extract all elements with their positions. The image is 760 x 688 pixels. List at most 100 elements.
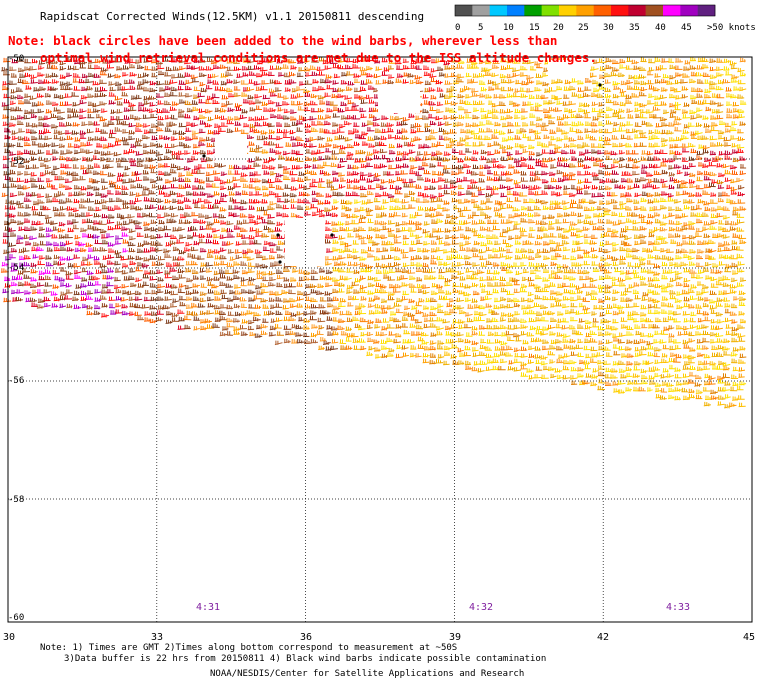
wind-barb bbox=[512, 332, 521, 338]
wind-barb bbox=[93, 220, 101, 225]
data-gaps bbox=[215, 60, 590, 266]
wind-barb bbox=[381, 71, 388, 76]
wind-barb bbox=[611, 192, 618, 197]
wind-barb bbox=[424, 233, 432, 238]
wind-barb bbox=[737, 67, 745, 73]
wind-barb bbox=[534, 130, 542, 135]
wind-barb bbox=[458, 324, 465, 330]
wind-barb bbox=[457, 319, 466, 324]
wind-barb bbox=[472, 107, 480, 112]
wind-barb bbox=[59, 241, 67, 247]
wind-barb bbox=[388, 213, 395, 218]
wind-barb bbox=[288, 79, 297, 84]
wind-barb bbox=[618, 282, 626, 287]
wind-barb bbox=[739, 156, 746, 161]
wind-barb bbox=[689, 183, 697, 189]
wind-barb bbox=[323, 120, 331, 126]
wind-barb bbox=[415, 234, 423, 240]
wind-barb bbox=[732, 233, 740, 238]
map-title: Rapidscat Corrected Winds(12.5KM) v1.1 2… bbox=[40, 10, 424, 23]
wind-barb bbox=[227, 311, 234, 316]
wind-barb bbox=[352, 248, 359, 253]
wind-barb bbox=[584, 170, 592, 176]
wind-barb bbox=[717, 172, 726, 178]
wind-barb bbox=[241, 66, 250, 71]
wind-barb bbox=[134, 290, 142, 296]
wind-barb bbox=[695, 184, 704, 190]
wind-barb bbox=[80, 142, 87, 147]
wind-barb bbox=[430, 248, 438, 253]
wind-barb bbox=[459, 212, 466, 217]
wind-barb bbox=[288, 283, 296, 288]
wind-barb bbox=[527, 248, 535, 254]
wind-barb bbox=[172, 256, 180, 261]
wind-barb bbox=[549, 317, 558, 323]
wind-barb bbox=[80, 296, 88, 302]
wind-barb bbox=[365, 65, 373, 71]
wind-barb bbox=[43, 289, 51, 294]
wind-barb bbox=[366, 120, 374, 125]
wind-barb bbox=[109, 129, 117, 135]
wind-barb bbox=[688, 388, 695, 394]
wind-barb bbox=[583, 190, 591, 195]
wind-barb bbox=[88, 177, 95, 183]
wind-barb bbox=[654, 101, 662, 107]
wind-barb bbox=[646, 192, 655, 198]
wind-barb bbox=[625, 128, 633, 134]
wind-barb bbox=[725, 71, 733, 76]
wind-barb bbox=[556, 127, 563, 132]
wind-barb bbox=[619, 184, 626, 190]
wind-barb bbox=[494, 85, 502, 90]
wind-barb bbox=[267, 178, 275, 184]
wind-barb bbox=[45, 150, 53, 155]
wind-barb bbox=[359, 214, 367, 220]
wind-barb bbox=[122, 248, 129, 253]
wind-barb bbox=[169, 190, 178, 196]
wind-barb bbox=[198, 141, 206, 146]
wind-barb bbox=[24, 241, 32, 246]
wind-barb bbox=[520, 108, 528, 113]
wind-barb bbox=[274, 177, 283, 183]
wind-barb bbox=[604, 289, 612, 294]
wind-barb bbox=[598, 169, 605, 175]
wind-barb bbox=[341, 72, 348, 77]
wind-barb bbox=[519, 65, 528, 71]
wind-barb bbox=[121, 190, 129, 196]
wind-barb bbox=[543, 255, 551, 260]
wind-barb bbox=[589, 220, 597, 226]
wind-barb bbox=[457, 184, 465, 190]
wind-barb bbox=[647, 213, 655, 219]
wind-barb bbox=[142, 123, 151, 128]
wind-barb bbox=[402, 58, 409, 63]
wind-barb bbox=[584, 214, 592, 219]
wind-barb bbox=[648, 135, 655, 141]
contamination-circle bbox=[278, 260, 282, 264]
wind-barb bbox=[256, 270, 264, 275]
wind-barb bbox=[275, 102, 282, 107]
wind-barb bbox=[283, 58, 291, 63]
wind-barb bbox=[513, 180, 521, 185]
wind-barb bbox=[572, 240, 579, 245]
wind-barb bbox=[303, 325, 310, 330]
wind-barb bbox=[290, 65, 297, 70]
wind-barb bbox=[100, 67, 109, 72]
wind-barb bbox=[199, 191, 208, 196]
wind-barb bbox=[148, 212, 156, 218]
wind-barb bbox=[345, 86, 353, 91]
wind-barb bbox=[653, 170, 662, 176]
wind-barb bbox=[737, 359, 746, 364]
wind-barb bbox=[87, 64, 96, 69]
wind-barb bbox=[275, 185, 284, 190]
wind-barb bbox=[151, 135, 158, 141]
wind-barb bbox=[619, 101, 626, 107]
wind-barb bbox=[514, 240, 522, 245]
wind-barb bbox=[731, 358, 738, 364]
wind-barb bbox=[653, 212, 661, 217]
legend-swatch bbox=[559, 5, 577, 16]
wind-barb bbox=[570, 113, 577, 119]
wind-barb bbox=[459, 246, 466, 251]
wind-barb bbox=[115, 81, 122, 87]
wind-barb bbox=[648, 282, 655, 287]
wind-barb bbox=[239, 206, 247, 211]
wind-barb bbox=[284, 87, 291, 92]
